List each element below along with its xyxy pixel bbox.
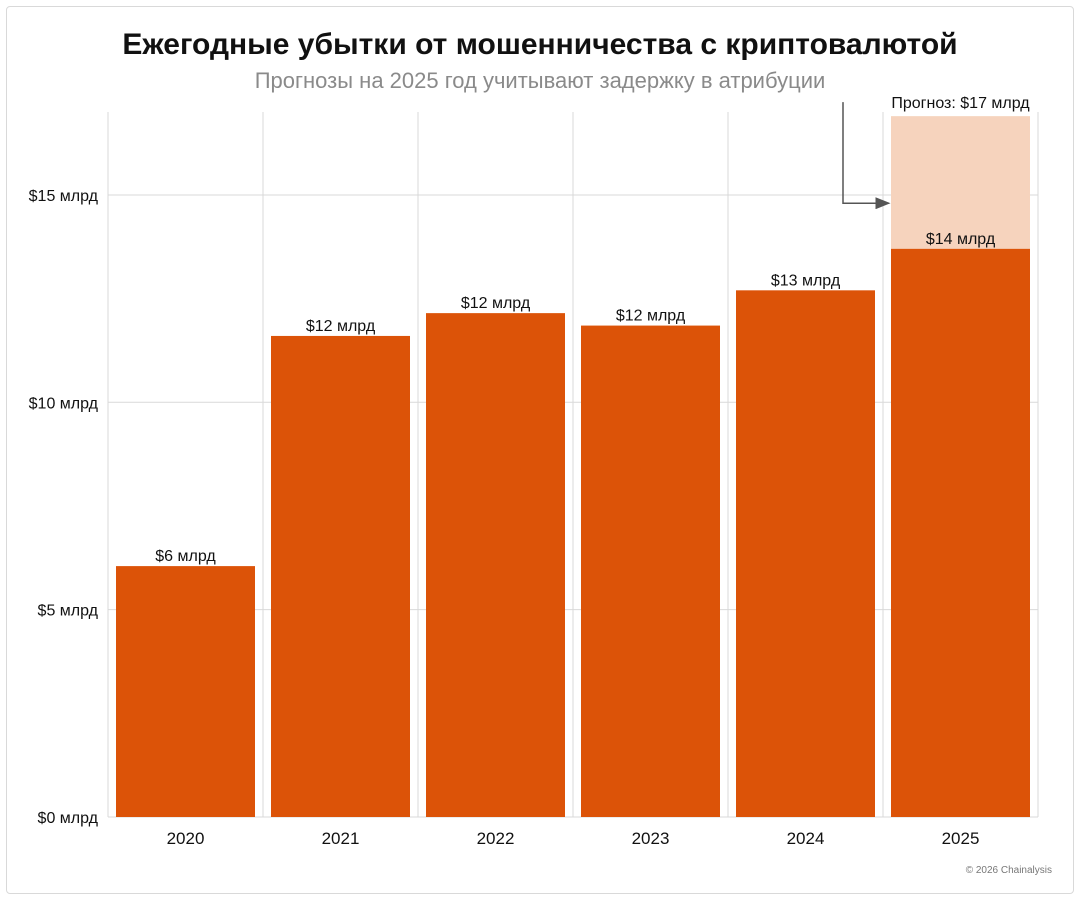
x-tick-label: 2024	[787, 829, 825, 848]
bar-value-label: $13 млрд	[771, 272, 841, 289]
x-tick-label: 2023	[632, 829, 670, 848]
bar-2020	[116, 566, 255, 817]
y-tick-label: $10 млрд	[29, 395, 99, 412]
bar-2021	[271, 335, 410, 817]
bar-value-label: $12 млрд	[461, 295, 531, 312]
chart-subtitle: Прогнозы на 2025 год учитывают задержку …	[254, 68, 826, 93]
x-tick-label: 2022	[477, 829, 515, 848]
y-tick-label: $15 млрд	[29, 188, 99, 205]
bar-value-label: $14 млрд	[926, 231, 996, 248]
bar-2024	[736, 290, 875, 818]
x-tick-label: 2025	[942, 829, 980, 848]
y-tick-label: $0 млрд	[38, 810, 99, 827]
bar-2023	[581, 325, 720, 817]
projection-arrow	[842, 102, 891, 210]
x-tick-label: 2021	[322, 829, 360, 848]
bar-2022	[426, 313, 565, 817]
bar-value-label: $6 млрд	[155, 548, 216, 565]
bar-value-label: $12 млрд	[306, 318, 376, 335]
bar-2025	[891, 248, 1030, 818]
bar-value-label: $12 млрд	[616, 308, 686, 325]
projection-label: Прогноз: $17 млрд	[891, 95, 1030, 112]
chart-title: Ежегодные убытки от мошенничества с крип…	[122, 28, 958, 61]
x-tick-label: 2020	[167, 829, 205, 848]
y-tick-label: $5 млрд	[38, 603, 99, 620]
copyright-footer: © 2026 Chainalysis	[965, 865, 1052, 876]
